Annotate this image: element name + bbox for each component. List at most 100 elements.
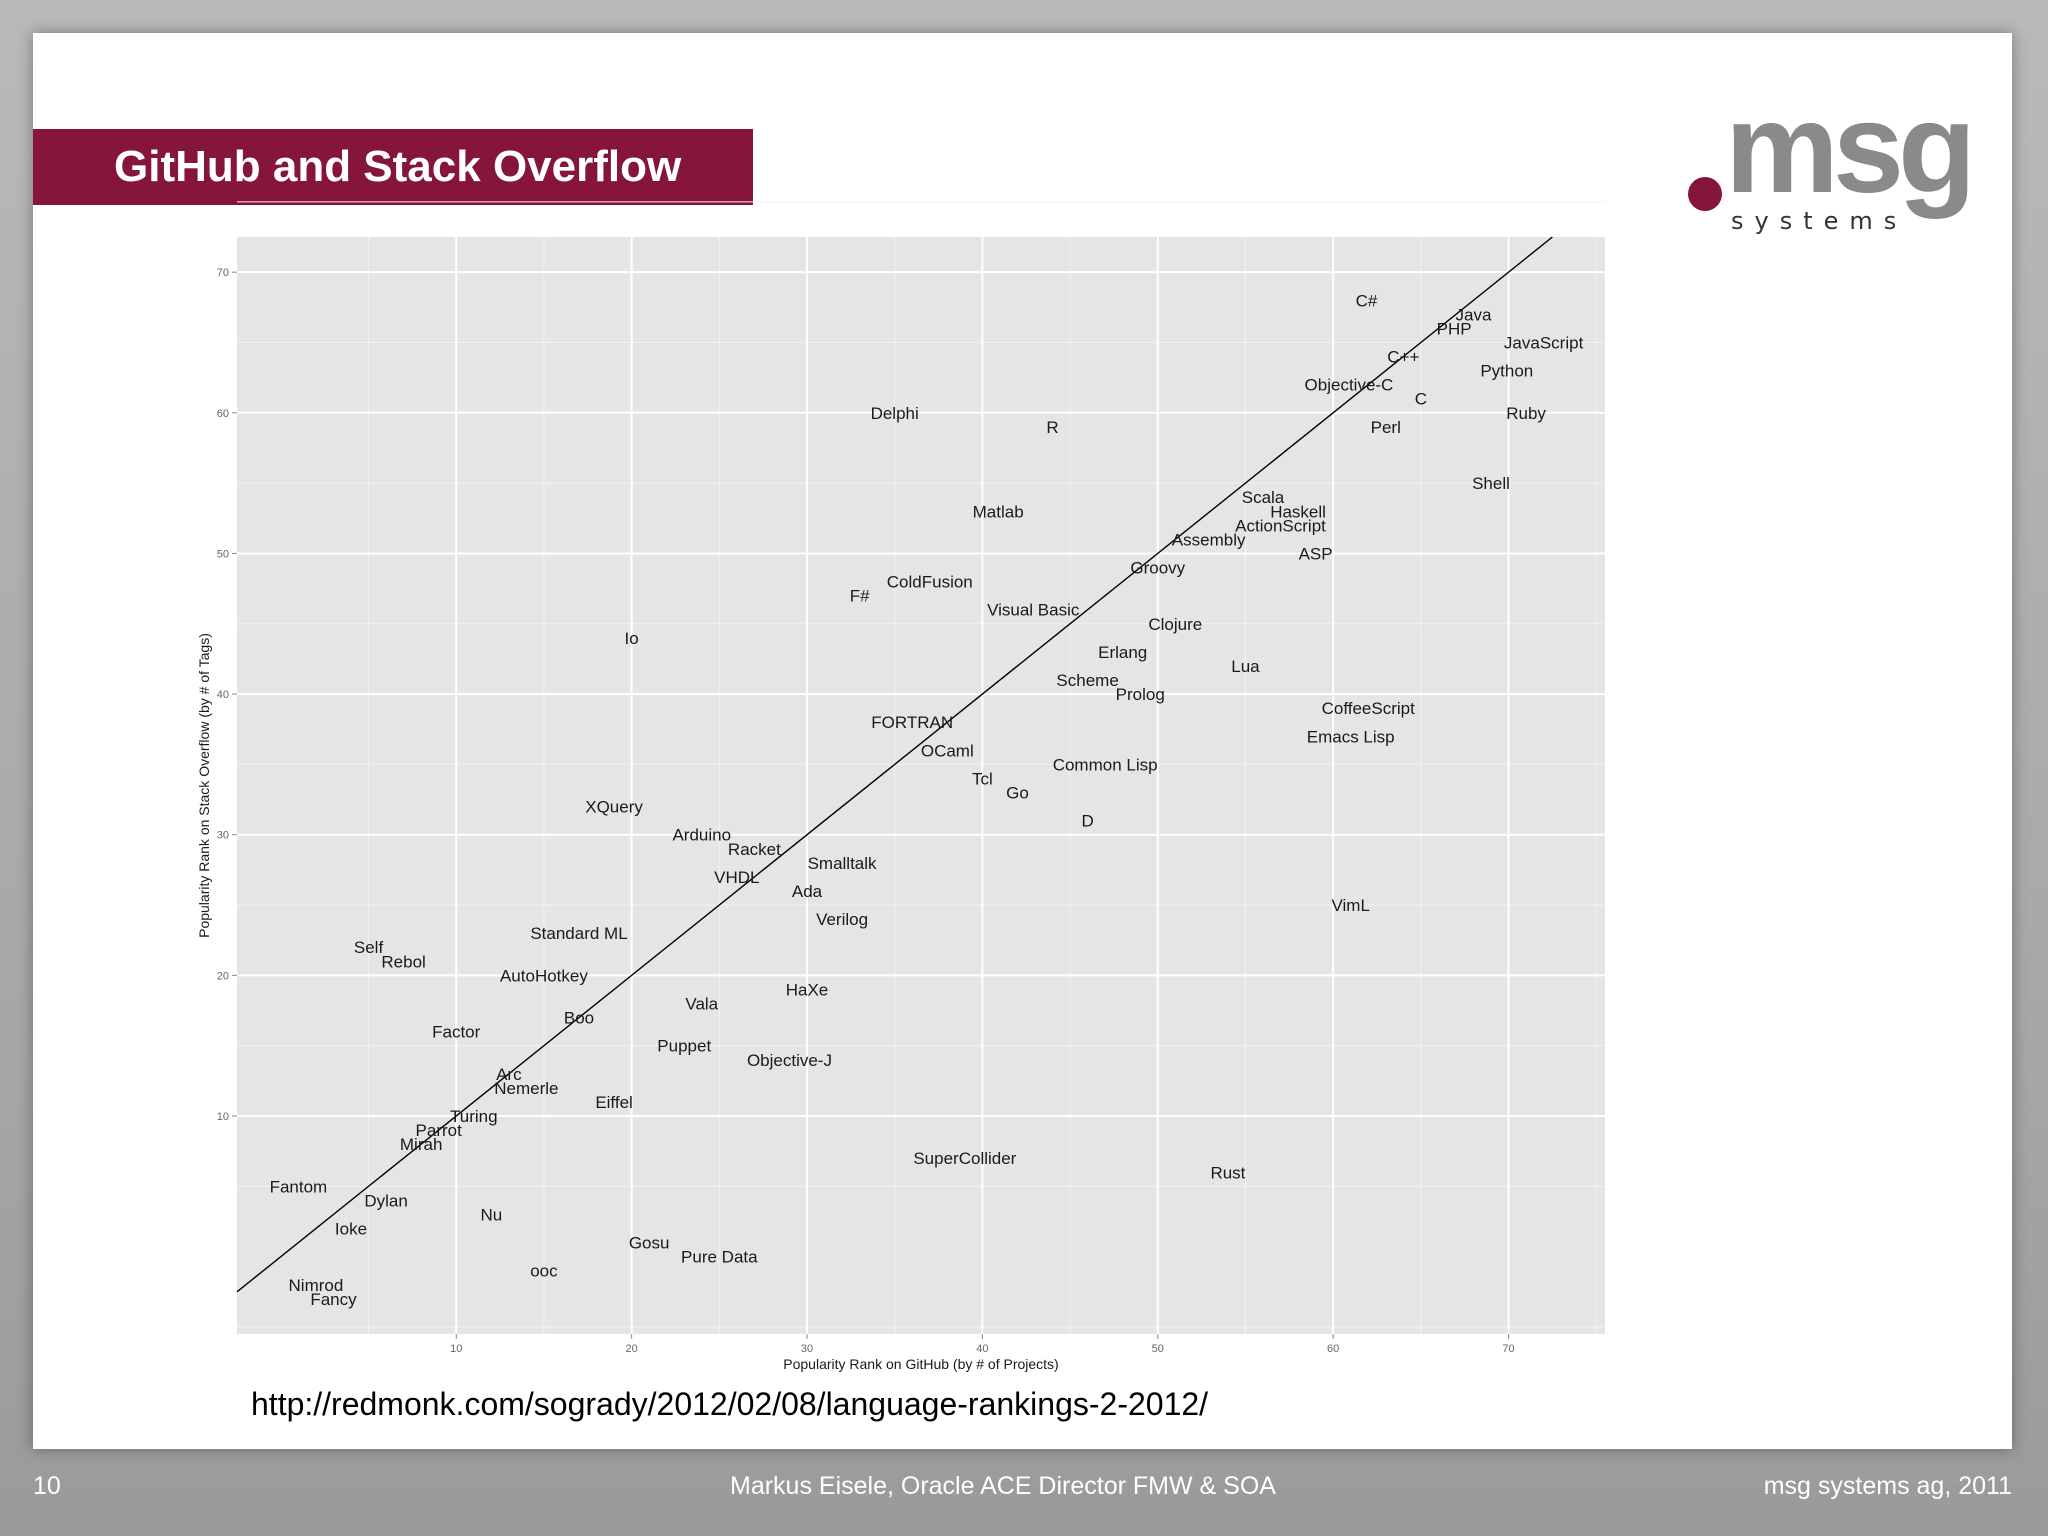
point-label: ooc [530, 1262, 558, 1281]
point-label: Arc [496, 1065, 522, 1084]
point-label: Delphi [871, 404, 919, 423]
footer-company: msg systems ag, 2011 [1763, 1472, 2012, 1500]
slide-title: GitHub and Stack Overflow [33, 129, 753, 205]
point-label: PHP [1437, 319, 1472, 338]
y-tick-label: 40 [217, 689, 229, 701]
grid-minor [237, 201, 1605, 1334]
x-tick-label: 60 [1327, 1343, 1339, 1355]
point-label: Visual Basic [987, 601, 1080, 620]
point-label: Fancy [310, 1290, 357, 1309]
point-label: Rebol [381, 952, 425, 971]
point-label: Gosu [629, 1234, 670, 1253]
point-label: Verilog [816, 910, 868, 929]
point-label: Ioke [335, 1220, 367, 1239]
point-label: Emacs Lisp [1307, 727, 1395, 746]
point-label: C [1415, 390, 1427, 409]
point-label: Dylan [364, 1191, 407, 1210]
point-label: AutoHotkey [500, 966, 588, 985]
point-label: VimL [1331, 896, 1369, 915]
point-label: Go [1006, 784, 1029, 803]
point-label: Perl [1371, 418, 1401, 437]
y-axis-label: Popularity Rank on Stack Overflow (by # … [196, 633, 212, 938]
point-label: Ada [792, 882, 823, 901]
point-label: Clojure [1148, 615, 1202, 634]
point-label: ColdFusion [887, 573, 973, 592]
x-tick-label: 70 [1502, 1343, 1514, 1355]
point-label: Groovy [1130, 559, 1185, 578]
point-label: Io [625, 629, 639, 648]
point-label: Fantom [270, 1177, 328, 1196]
y-tick-label: 30 [217, 830, 229, 842]
point-label: Erlang [1098, 643, 1147, 662]
grid-major [237, 237, 1605, 1334]
point-label: Shell [1472, 474, 1510, 493]
y-axis-ticks: 10 20 30 40 50 60 70 [217, 267, 237, 1123]
point-label: Assembly [1172, 530, 1246, 549]
point-label: Pure Data [681, 1248, 758, 1267]
point-label: Haskell [1270, 502, 1326, 521]
x-tick-label: 30 [801, 1343, 813, 1355]
point-label: Smalltalk [808, 854, 877, 873]
point-label: Turing [450, 1107, 498, 1126]
y-tick-label: 20 [217, 970, 229, 982]
point-label: Objective-J [747, 1051, 832, 1070]
point-label: Nu [480, 1205, 502, 1224]
point-label: Parrot [416, 1121, 463, 1140]
point-label: Scheme [1056, 671, 1118, 690]
x-axis-label: Popularity Rank on GitHub (by # of Proje… [783, 1356, 1058, 1372]
point-label: OCaml [921, 741, 974, 760]
y-tick-label: 10 [217, 1111, 229, 1123]
logo-subtext: systems [1731, 207, 1908, 235]
x-tick-label: 40 [976, 1343, 988, 1355]
point-label: XQuery [585, 798, 643, 817]
point-label: Matlab [973, 502, 1024, 521]
point-label: HaXe [786, 980, 829, 999]
page-number: 10 [33, 1472, 61, 1500]
y-tick-label: 50 [217, 548, 229, 560]
point-label: Puppet [657, 1037, 711, 1056]
footer-author: Markus Eisele, Oracle ACE Director FMW &… [730, 1472, 1276, 1500]
x-tick-label: 20 [625, 1343, 637, 1355]
point-label: Common Lisp [1053, 755, 1158, 774]
y-tick-label: 60 [217, 408, 229, 420]
point-label: Eiffel [595, 1093, 633, 1112]
logo-wordmark: msg [1725, 77, 1976, 220]
point-label: JavaScript [1504, 333, 1584, 352]
point-label: Lua [1231, 657, 1260, 676]
point-label: R [1046, 418, 1058, 437]
point-label: Nemerle [494, 1079, 558, 1098]
x-tick-label: 10 [450, 1343, 462, 1355]
point-label: Java [1456, 305, 1492, 324]
point-label: VHDL [714, 868, 759, 887]
point-label: Mirah [400, 1135, 443, 1154]
point-label: Racket [728, 840, 781, 859]
point-label: SuperCollider [913, 1149, 1016, 1168]
point-label: F# [850, 587, 870, 606]
point-label: Vala [685, 994, 718, 1013]
point-label: CoffeeScript [1322, 699, 1416, 718]
logo-dot-icon [1688, 177, 1722, 211]
point-label: Rust [1210, 1163, 1245, 1182]
point-label: ASP [1299, 544, 1333, 563]
point-label: Standard ML [530, 924, 627, 943]
reference-line [236, 236, 1553, 1293]
x-axis-ticks: 10 20 30 40 50 60 70 [450, 1334, 1515, 1355]
point-label: FORTRAN [871, 713, 953, 732]
source-link[interactable]: http://redmonk.com/sogrady/2012/02/08/la… [251, 1386, 1209, 1422]
point-label: Self [354, 938, 384, 957]
msg-systems-logo: msg systems [1673, 85, 2003, 245]
point-label: Factor [432, 1023, 481, 1042]
y-tick-label: 70 [217, 267, 229, 279]
point-label: Objective-C [1305, 376, 1394, 395]
point-label: Ruby [1506, 404, 1546, 423]
point-label: Arduino [672, 826, 731, 845]
point-label: ActionScript [1235, 516, 1326, 535]
point-label: D [1081, 812, 1093, 831]
point-label: Nimrod [289, 1276, 344, 1295]
x-tick-label: 50 [1152, 1343, 1164, 1355]
plot-panel [237, 237, 1605, 1334]
point-label: Tcl [972, 769, 993, 788]
point-label: Scala [1242, 488, 1285, 507]
